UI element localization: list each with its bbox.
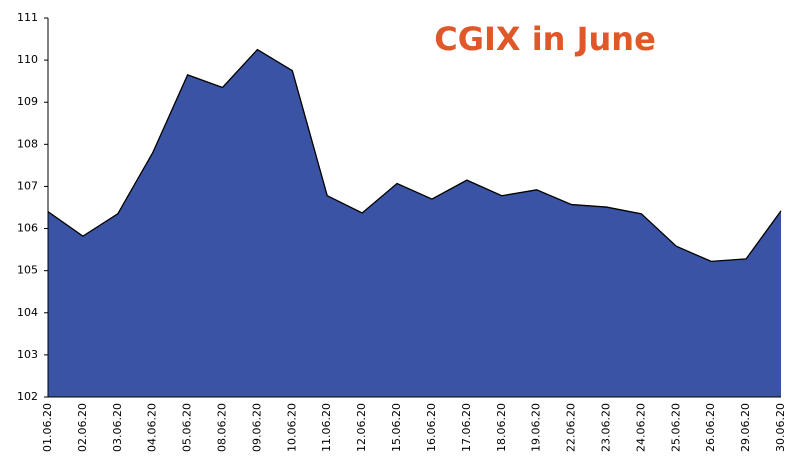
y-tick-label: 102 [17,390,38,403]
x-tick-label: 02.06.20 [76,403,89,452]
area [48,49,781,397]
x-tick-label: 18.06.20 [495,403,508,452]
x-tick-label: 04.06.20 [146,403,159,452]
x-tick-label: 23.06.20 [599,403,612,452]
x-tick-label: 05.06.20 [181,403,194,452]
x-tick-label: 09.06.20 [250,403,263,452]
y-tick-label: 106 [17,222,38,235]
x-tick-label: 19.06.20 [530,403,543,452]
x-tick-label: 24.06.20 [634,403,647,452]
y-tick-label: 105 [17,264,38,277]
x-tick-label: 01.06.20 [41,403,54,452]
x-tick-label: 16.06.20 [425,403,438,452]
x-tick-label: 26.06.20 [704,403,717,452]
x-tick-label: 17.06.20 [460,403,473,452]
y-tick-label: 109 [17,95,38,108]
x-tick-label: 15.06.20 [390,403,403,452]
x-tick-label: 22.06.20 [565,403,578,452]
line [47,48,782,263]
y-tick-label: 104 [17,306,38,319]
x-tick-label: 11.06.20 [320,403,333,452]
y-tick-label: 110 [17,53,38,66]
y-tick-label: 111 [17,11,38,24]
chart-title: CGIX in June [434,20,656,58]
x-tick-label: 30.06.20 [774,403,787,452]
y-tick-label: 103 [17,348,38,361]
y-tick-label: 107 [17,179,38,192]
x-tick-label: 10.06.20 [285,403,298,452]
y-tick-label: 108 [17,137,38,150]
x-tick-label: 08.06.20 [216,403,229,452]
x-tick-label: 03.06.20 [111,403,124,452]
x-tick-label: 25.06.20 [669,403,682,452]
x-tick-label: 12.06.20 [355,403,368,452]
x-tick-label: 29.06.20 [739,403,752,452]
